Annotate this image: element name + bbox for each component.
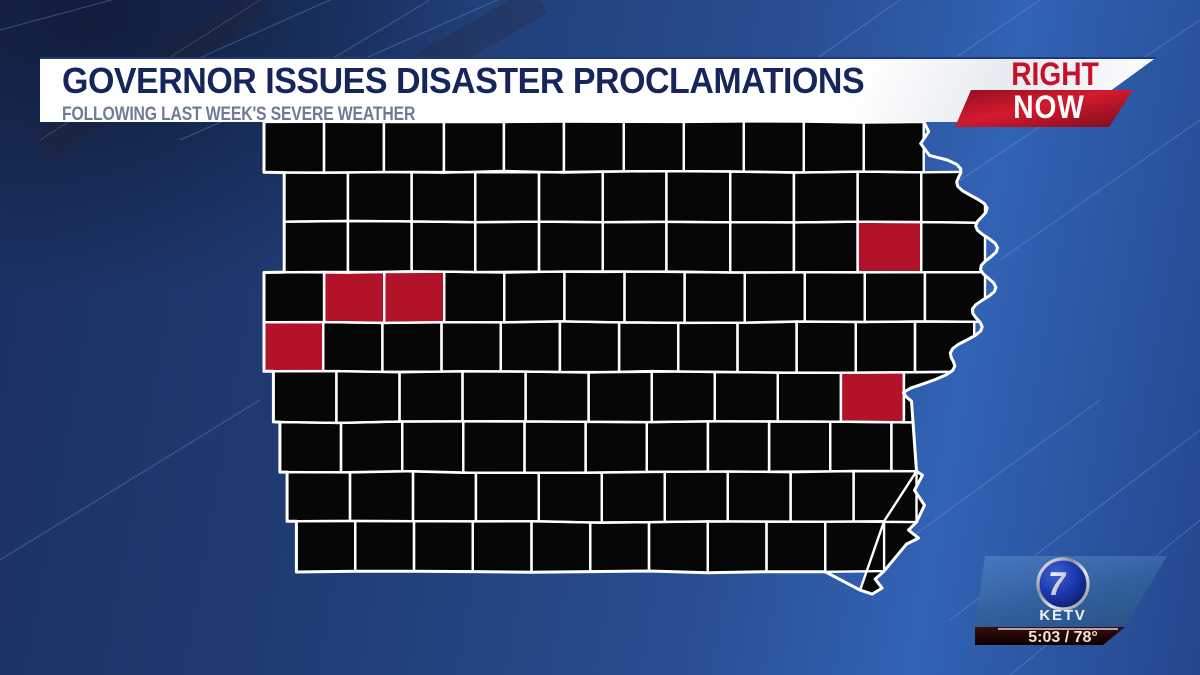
svg-text:KETV: KETV	[1039, 607, 1086, 624]
svg-text:5:03 / 78°: 5:03 / 78°	[1028, 629, 1098, 646]
